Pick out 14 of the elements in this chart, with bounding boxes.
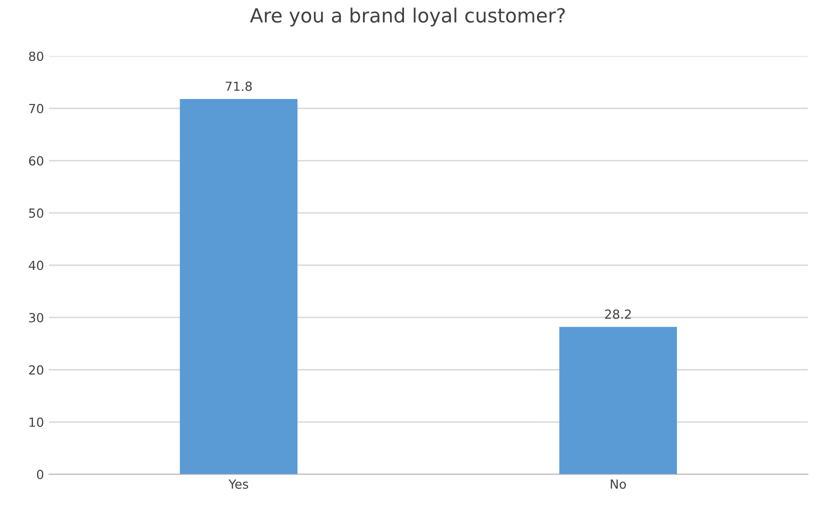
chart-title: Are you a brand loyal customer? [250,8,565,26]
y-tick-label: 50 [29,208,44,218]
y-tick-label: 30 [29,312,44,322]
y-tick-label: 10 [30,417,44,427]
y-tick-label: 60 [29,156,44,166]
data-label: 71.8 [226,82,252,91]
y-tick-label: 70 [29,104,44,114]
y-tick-label: 40 [28,260,44,270]
y-tick-label: 0 [36,470,44,480]
x-tick-label: Yes [228,480,248,489]
y-tick-label: 20 [29,365,44,375]
x-tick-label: No [610,480,626,489]
data-label: 28.2 [605,309,631,319]
y-tick-label: 80 [29,52,44,62]
